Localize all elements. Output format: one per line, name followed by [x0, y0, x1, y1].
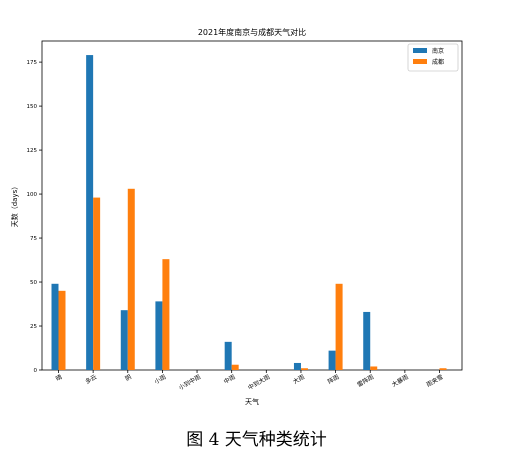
bar-nanjing [155, 301, 163, 370]
legend-label: 南京 [432, 47, 444, 55]
y-tick-label: 0 [34, 368, 38, 374]
bar-chengdu [162, 259, 170, 370]
y-axis-label: 天数（days） [10, 183, 19, 228]
x-tick-label: 小雨 [153, 373, 167, 386]
y-tick-label: 100 [27, 192, 38, 198]
y-tick-label: 175 [27, 60, 38, 66]
bar-chengdu [93, 197, 101, 370]
y-tick-label: 125 [27, 148, 38, 154]
y-tick-label: 50 [30, 280, 37, 286]
bar-nanjing [328, 350, 336, 370]
x-tick-label: 大暴雨 [390, 373, 410, 389]
y-tick-label: 75 [30, 236, 37, 242]
bar-chengdu [58, 290, 66, 370]
bar-nanjing [51, 283, 59, 370]
bar-nanjing [293, 362, 301, 370]
bar-nanjing [224, 341, 232, 370]
bar-chengdu [127, 188, 135, 370]
x-tick-label: 晴 [54, 373, 63, 383]
x-tick-label: 阵雨 [326, 373, 340, 386]
x-tick-label: 大雨 [292, 373, 306, 386]
chart: 2021年度南京与成都天气对比 天气 天数（days） 0 25 50 75 100 12… [10, 27, 463, 406]
plot-area [41, 40, 463, 371]
bar-nanjing [363, 311, 371, 370]
figure-caption: 图 4 天气种类统计 [186, 430, 327, 450]
bar-chengdu [300, 368, 308, 370]
x-tick-label: 中雨 [222, 373, 236, 386]
y-axis: 0 25 50 75 100 125 150 175 [27, 60, 42, 374]
x-tick-label: 雷阵雨 [356, 373, 376, 389]
x-tick-label: 雨夹雪 [425, 373, 445, 389]
bar-nanjing [120, 310, 128, 370]
x-tick-label: 阴 [124, 373, 133, 383]
x-axis: 晴 多云 阴 小雨 小到中雨 中雨 中到大雨 大雨 阵雨 雷阵雨 大暴雨 雨夹雪 [54, 370, 445, 392]
bar-nanjing [86, 55, 94, 371]
x-tick-label: 多云 [84, 373, 98, 386]
y-tick-label: 150 [27, 104, 38, 110]
bar-chengdu [335, 283, 343, 370]
chart-title: 2021年度南京与成都天气对比 [198, 27, 306, 37]
legend-label: 成都 [432, 58, 444, 66]
x-tick-label: 小到中雨 [177, 373, 202, 392]
x-tick-label: 中到大雨 [247, 373, 272, 392]
bar-chengdu [370, 366, 378, 370]
x-axis-label: 天气 [245, 397, 259, 406]
bar-chengdu [231, 364, 239, 370]
bars [51, 55, 447, 371]
legend-swatch [413, 48, 427, 53]
legend-swatch [413, 59, 427, 64]
bar-chengdu [439, 368, 447, 370]
y-tick-label: 25 [30, 324, 37, 330]
